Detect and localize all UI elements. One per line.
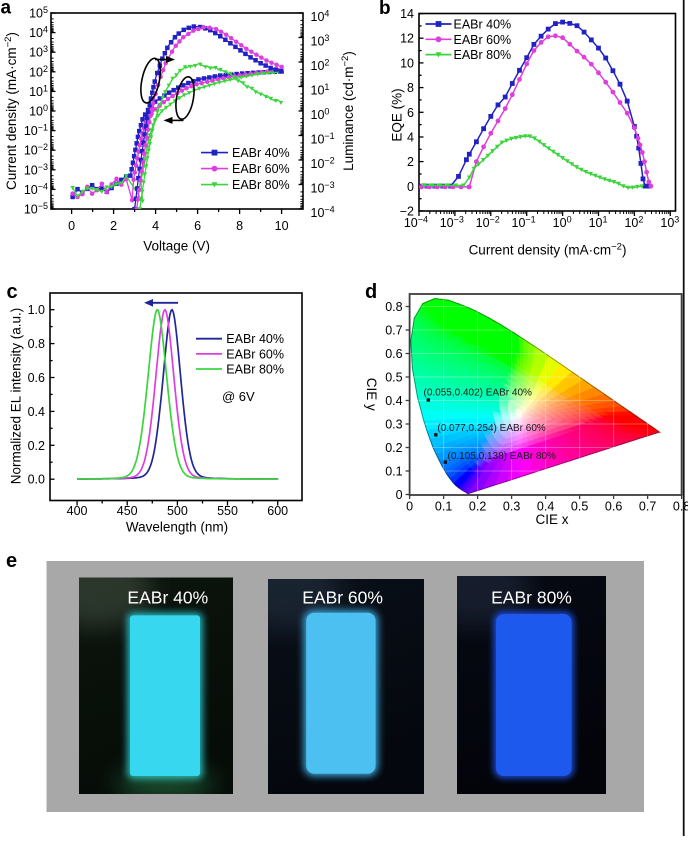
svg-text:(0.105,0.138) EABr 80%: (0.105,0.138) EABr 80% (448, 451, 557, 462)
svg-text:EABr 40%: EABr 40% (454, 18, 512, 32)
svg-text:600: 600 (267, 504, 288, 518)
svg-text:EABr 60%: EABr 60% (232, 162, 290, 176)
svg-text:0.6: 0.6 (605, 500, 622, 514)
svg-text:0.1: 0.1 (385, 465, 402, 479)
svg-text:(0.077,0.254) EABr 60%: (0.077,0.254) EABr 60% (437, 423, 546, 434)
svg-text:0.3: 0.3 (385, 418, 402, 432)
svg-text:0: 0 (407, 180, 414, 194)
svg-text:4: 4 (152, 219, 159, 233)
svg-text:e: e (6, 550, 17, 572)
svg-text:400: 400 (67, 504, 88, 518)
svg-text:b: b (379, 0, 391, 19)
svg-text:@ 6V: @ 6V (222, 389, 255, 404)
svg-text:0.2: 0.2 (469, 500, 486, 514)
svg-text:EABr 40%: EABr 40% (127, 588, 208, 608)
svg-text:450: 450 (117, 504, 138, 518)
svg-text:6: 6 (194, 219, 201, 233)
svg-text:0.8: 0.8 (28, 337, 45, 351)
svg-text:550: 550 (217, 504, 238, 518)
svg-text:EABr 80%: EABr 80% (491, 588, 572, 608)
svg-text:10: 10 (400, 56, 414, 70)
svg-text:Wavelength (nm): Wavelength (nm) (126, 520, 228, 535)
svg-text:d: d (365, 281, 377, 303)
svg-text:Voltage (V): Voltage (V) (143, 239, 210, 254)
svg-text:0.2: 0.2 (385, 441, 402, 455)
svg-text:0.0: 0.0 (28, 473, 45, 487)
svg-text:c: c (7, 281, 18, 303)
svg-text:2: 2 (110, 219, 117, 233)
svg-text:0.5: 0.5 (571, 500, 588, 514)
svg-text:4: 4 (407, 131, 414, 145)
svg-text:EABr 40%: EABr 40% (226, 332, 284, 346)
svg-text:0.6: 0.6 (385, 347, 402, 361)
svg-text:CIE x: CIE x (535, 512, 568, 527)
svg-text:14: 14 (400, 7, 414, 21)
svg-text:Current density (mA·cm−2): Current density (mA·cm−2) (3, 32, 19, 190)
svg-text:2: 2 (407, 155, 414, 169)
svg-text:12: 12 (400, 32, 414, 46)
svg-text:0.8: 0.8 (385, 300, 402, 314)
svg-text:500: 500 (167, 504, 188, 518)
svg-text:0.2: 0.2 (28, 439, 45, 453)
svg-text:0.7: 0.7 (639, 500, 656, 514)
svg-text:6: 6 (407, 106, 414, 120)
svg-text:0.3: 0.3 (503, 500, 520, 514)
svg-text:EABr 80%: EABr 80% (226, 363, 284, 377)
svg-text:Normalized EL intensity (a.u.): Normalized EL intensity (a.u.) (9, 308, 24, 485)
svg-text:0.7: 0.7 (385, 324, 402, 338)
svg-text:EABr 60%: EABr 60% (302, 588, 383, 608)
svg-text:0.1: 0.1 (435, 500, 452, 514)
svg-text:EABr 60%: EABr 60% (454, 33, 512, 47)
svg-text:EQE (%): EQE (%) (390, 88, 405, 141)
svg-text:0: 0 (406, 500, 413, 514)
svg-text:EABr 80%: EABr 80% (454, 48, 512, 62)
svg-text:Luminance (cd·m−2): Luminance (cd·m−2) (340, 51, 356, 171)
svg-text:EABr 40%: EABr 40% (232, 146, 290, 160)
svg-text:EABr 80%: EABr 80% (232, 178, 290, 192)
svg-text:0: 0 (396, 488, 403, 502)
svg-text:EABr 60%: EABr 60% (226, 347, 284, 361)
svg-text:a: a (1, 0, 12, 19)
svg-text:Current density (mA·cm−2): Current density (mA·cm−2) (469, 242, 627, 258)
svg-text:0.8: 0.8 (673, 500, 688, 514)
svg-text:8: 8 (236, 219, 243, 233)
svg-text:(0.055,0.402) EABr 40%: (0.055,0.402) EABr 40% (424, 388, 533, 399)
svg-text:CIE y: CIE y (364, 378, 379, 411)
svg-text:0.4: 0.4 (385, 394, 402, 408)
svg-text:10: 10 (275, 219, 289, 233)
svg-text:8: 8 (407, 81, 414, 95)
svg-text:0.6: 0.6 (28, 371, 45, 385)
svg-text:1.0: 1.0 (28, 303, 45, 317)
svg-text:0.4: 0.4 (28, 405, 45, 419)
svg-text:0.5: 0.5 (385, 371, 402, 385)
svg-text:0: 0 (68, 219, 75, 233)
